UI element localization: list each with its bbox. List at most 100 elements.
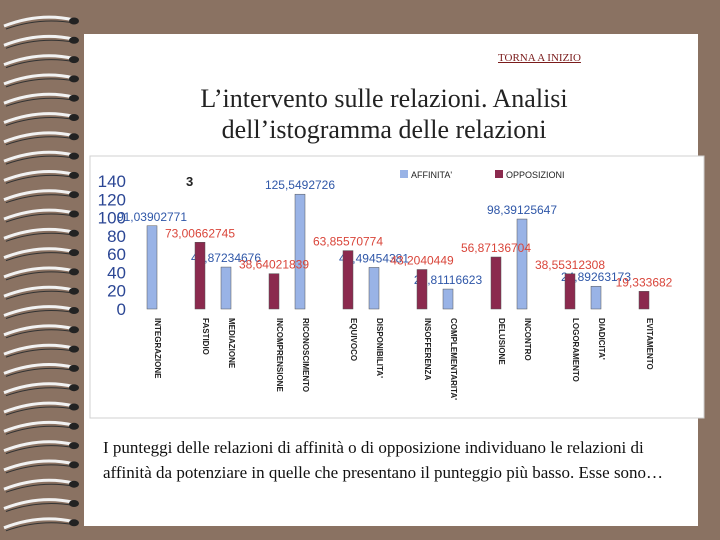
bar [590,285,602,310]
bar [516,218,528,310]
legend-swatch [400,170,408,178]
legend-label: AFFINITA' [411,170,452,180]
ring [3,54,75,66]
back-link[interactable]: TORNA A INIZIO [498,52,581,64]
y-tick-label: 80 [107,227,126,246]
ring-shadow [5,271,75,281]
ring [3,440,75,452]
bar [220,266,232,310]
ring [3,401,75,414]
ring-hole [69,229,79,237]
y-tick-label: 100 [98,209,126,228]
ring-hole [69,422,79,430]
ring-shadow [5,232,75,242]
ring-hole [69,191,79,199]
ring-hole [69,114,79,121]
y-tick-label: 0 [117,300,126,319]
ring-shadow [5,503,75,512]
ring-hole [69,364,79,372]
ring-hole [69,442,79,450]
ring-shadow [5,174,75,184]
ring-hole [69,287,79,295]
value-label: 56,87136704 [461,241,531,255]
ring-shadow [5,483,75,493]
value-label: 63,85570774 [313,235,383,249]
ring-shadow [5,329,75,339]
ring [3,34,75,47]
ring [3,189,75,202]
ring-shadow [5,406,75,416]
ring [3,247,75,259]
x-tick-label: INTEGRAZIONE [153,318,162,379]
spiral-binding [3,15,79,532]
ring-hole [69,210,79,218]
value-label: 43,2040449 [390,253,454,267]
ring-shadow [5,39,75,49]
ring [3,15,75,28]
annotation: 3 [186,174,193,189]
bar [564,273,576,310]
ring-shadow [5,387,75,397]
ring-shadow [5,464,75,474]
ring-hole [69,56,79,64]
ring-shadow [5,252,75,262]
value-label: 98,39125647 [487,203,557,217]
ring [3,227,75,240]
ring [3,363,75,375]
x-tick-label: INCONTRO [523,318,532,361]
x-tick-label: INCOMPRENSIONE [275,318,284,392]
ring-hole [69,249,79,257]
ring-hole [69,36,79,44]
legend-label: OPPOSIZIONI [506,170,565,180]
bar [342,250,354,310]
value-label: 73,00662745 [165,226,235,240]
bar [194,242,206,310]
ring-shadow [5,213,75,223]
ring-hole [69,17,79,25]
ring [3,343,75,356]
ring-shadow [5,136,75,146]
ring-hole [69,94,79,102]
x-tick-label: MEDIAZIONE [227,318,236,369]
y-tick-label: 40 [107,263,126,282]
ring-hole [69,519,79,527]
legend-swatch [495,170,503,178]
ring [3,92,75,105]
bar [368,267,380,310]
title-line: L’intervento sulle relazioni. Analisi [200,84,568,113]
value-label: 38,64021839 [239,258,309,272]
ring [3,208,75,221]
ring [3,459,75,472]
ring-hole [69,345,79,353]
ring-hole [69,75,79,83]
x-tick-label: INSOFFERENZA [423,318,432,380]
ring [3,73,75,86]
ring [3,170,75,182]
x-tick-label: RICONOSCIMENTO [301,318,310,392]
ring-hole [69,133,79,141]
bar [442,288,454,310]
x-tick-label: LOGORAMENTO [571,318,580,382]
ring [3,517,75,530]
value-label: 45,49454381 [339,251,409,265]
ring-shadow [5,78,75,88]
x-tick-label: DELUSIONE [497,318,506,365]
value-label: 24,89263173 [561,270,631,284]
ring [3,498,75,510]
chart-frame [89,155,705,419]
body-text: I punteggi delle relazioni di affinità o… [103,438,664,482]
ring-shadow [5,445,75,455]
ring [3,150,75,163]
ring [3,305,75,317]
value-label: 19,333682 [616,275,673,289]
ring-hole [69,307,79,314]
ring [3,131,75,144]
ring-hole [69,480,79,488]
ring-shadow [5,367,75,377]
x-tick-label: EQUIVOCO [349,318,358,361]
bar [268,273,280,310]
ring-hole [69,384,79,392]
ring-shadow [5,425,75,435]
